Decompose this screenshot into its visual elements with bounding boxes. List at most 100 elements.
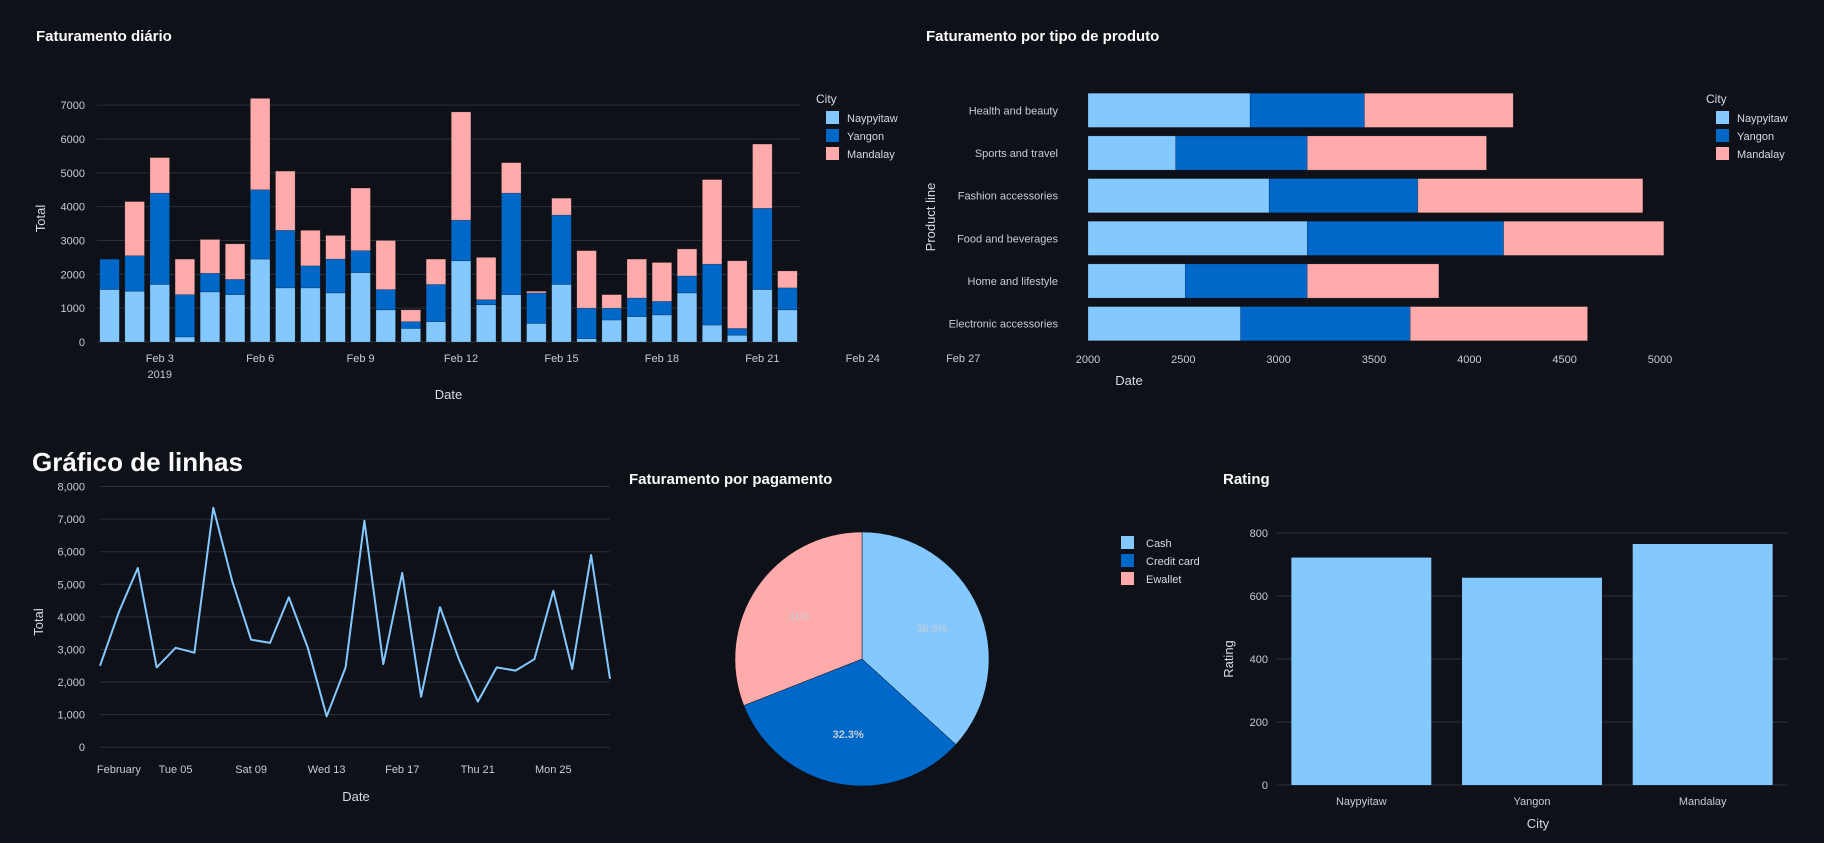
product-legend-swatch[interactable] (1716, 111, 1729, 124)
product-bar-naypyitaw[interactable] (1087, 92, 1251, 128)
product-bar-yangon[interactable] (1268, 178, 1419, 214)
daily-bar-mandalay[interactable] (224, 243, 246, 280)
pie-legend-label: Ewallet (1146, 574, 1181, 586)
daily-legend-swatch[interactable] (826, 111, 839, 124)
daily-bar-mandalay[interactable] (325, 235, 346, 260)
product-bar-mandalay[interactable] (1306, 135, 1487, 171)
pie-legend-swatch[interactable] (1121, 536, 1134, 549)
daily-bar-yangon[interactable] (450, 219, 472, 262)
daily-bar-naypyitaw[interactable] (651, 314, 673, 343)
product-category-label: Sports and travel (975, 148, 1058, 160)
rating-bar-mandalay[interactable] (1632, 544, 1773, 785)
daily-bar-mandalay[interactable] (275, 170, 296, 231)
lines-y-tick: 1,000 (57, 710, 85, 722)
daily-bar-mandalay[interactable] (551, 197, 572, 216)
daily-bar-mandalay[interactable] (450, 111, 472, 221)
product-x-tick: 2000 (1076, 354, 1100, 366)
daily-bar-yangon[interactable] (576, 307, 597, 339)
daily-bar-mandalay[interactable] (626, 258, 647, 299)
pie-slice-cash[interactable] (861, 531, 990, 745)
lines-chart-title: Gráfico de linhas (32, 447, 243, 477)
lines-y-tick: 4,000 (57, 612, 85, 624)
product-bar-yangon[interactable] (1175, 135, 1308, 171)
daily-bar-mandalay[interactable] (174, 258, 195, 295)
daily-bar-yangon[interactable] (601, 307, 622, 321)
pie-slice-credit-card[interactable] (743, 658, 957, 787)
product-bar-mandalay[interactable] (1503, 220, 1665, 256)
daily-bar-mandalay[interactable] (727, 260, 748, 329)
daily-legend-swatch[interactable] (826, 147, 839, 160)
rating-y-tick: 800 (1250, 528, 1268, 540)
daily-bar-mandalay[interactable] (501, 162, 522, 194)
daily-bar-mandalay[interactable] (425, 258, 447, 285)
daily-bar-mandalay[interactable] (651, 262, 673, 302)
product-bar-mandalay[interactable] (1364, 92, 1514, 128)
pie-legend-swatch[interactable] (1121, 572, 1134, 585)
daily-bar-yangon[interactable] (325, 258, 346, 294)
daily-bar-mandalay[interactable] (777, 270, 798, 289)
daily-x-tick: Feb 27 (946, 353, 980, 365)
product-bar-yangon[interactable] (1240, 306, 1411, 342)
lines-y-tick: 7,000 (57, 514, 85, 526)
rating-x-tick: Naypyitaw (1336, 796, 1387, 808)
daily-bar-mandalay[interactable] (124, 201, 145, 257)
lines-x-tick: Thu 21 (461, 764, 495, 776)
daily-bar-yangon[interactable] (250, 189, 271, 260)
rating-bar-naypyitaw[interactable] (1291, 557, 1432, 785)
lines-series-total[interactable] (99, 506, 611, 718)
product-bar-yangon[interactable] (1249, 92, 1365, 128)
product-bar-yangon[interactable] (1306, 220, 1504, 256)
daily-legend-swatch[interactable] (826, 129, 839, 142)
lines-x-tick: Tue 05 (159, 764, 193, 776)
product-bar-yangon[interactable] (1184, 263, 1308, 299)
product-category-label: Food and beverages (957, 233, 1058, 245)
pie-legend-swatch[interactable] (1121, 554, 1134, 567)
daily-bar-mandalay[interactable] (752, 143, 773, 209)
product-legend-title: City (1706, 92, 1727, 106)
product-x-tick: 3500 (1362, 354, 1386, 366)
product-legend-swatch[interactable] (1716, 147, 1729, 160)
product-bar-naypyitaw[interactable] (1087, 178, 1270, 214)
product-x-axis-label: Date (1115, 373, 1142, 388)
lines-x-tick: Feb 17 (385, 764, 419, 776)
daily-x-tick: Feb 9 (347, 353, 375, 365)
product-bar-mandalay[interactable] (1306, 263, 1440, 299)
daily-bar-mandalay[interactable] (702, 179, 723, 265)
product-bar-naypyitaw[interactable] (1087, 263, 1186, 299)
daily-bar-mandalay[interactable] (576, 250, 597, 309)
rating-x-tick: Yangon (1513, 796, 1550, 808)
product-bar-mandalay[interactable] (1417, 178, 1644, 214)
daily-y-tick: 0 (79, 337, 85, 349)
lines-y-tick: 8,000 (57, 482, 85, 494)
daily-bar-mandalay[interactable] (375, 240, 396, 290)
daily-x-axis-label: Date (435, 387, 462, 402)
lines-x-axis-label: Date (342, 789, 369, 804)
daily-bar-mandalay[interactable] (476, 257, 497, 301)
product-category-label: Electronic accessories (949, 319, 1059, 331)
product-bar-naypyitaw[interactable] (1087, 306, 1241, 342)
daily-bar-mandalay[interactable] (601, 294, 622, 309)
daily-bar-mandalay[interactable] (350, 187, 371, 251)
product-legend-swatch[interactable] (1716, 129, 1729, 142)
product-bar-mandalay[interactable] (1409, 306, 1588, 342)
daily-bar-mandalay[interactable] (526, 290, 547, 294)
daily-bar-mandalay[interactable] (676, 248, 698, 277)
daily-bar-mandalay[interactable] (400, 309, 421, 322)
daily-bar-yangon[interactable] (99, 258, 120, 290)
daily-bar-mandalay[interactable] (149, 157, 170, 194)
daily-bar-mandalay[interactable] (300, 230, 321, 267)
daily-bar-yangon[interactable] (551, 214, 572, 285)
product-bar-naypyitaw[interactable] (1087, 220, 1308, 256)
daily-bar-mandalay[interactable] (199, 239, 221, 274)
pie-slice-ewallet[interactable] (734, 531, 863, 706)
product-bar-naypyitaw[interactable] (1087, 135, 1177, 171)
daily-x-tick: Feb 18 (645, 353, 679, 365)
rating-bar-yangon[interactable] (1462, 577, 1602, 785)
daily-bar-mandalay[interactable] (250, 98, 271, 191)
pie-legend-label: Credit card (1146, 556, 1200, 568)
